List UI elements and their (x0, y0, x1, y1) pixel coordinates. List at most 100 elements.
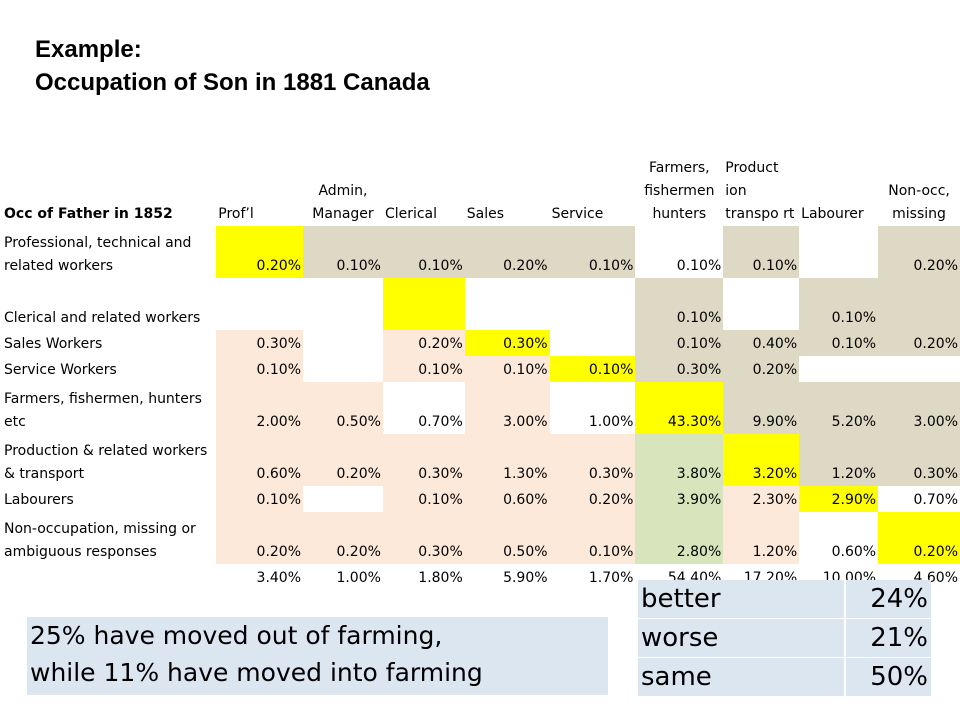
table-cell: 0.10% (549, 512, 636, 564)
table-cell: 0.20% (216, 512, 304, 564)
total-cell: 1.80% (418, 570, 463, 586)
summary-label: same (638, 657, 846, 697)
table-cell: 0.10% (799, 330, 879, 356)
table-cell: 0.10% (549, 356, 636, 382)
table-cell (216, 278, 304, 330)
header-row: Occ of Father in 1852 Prof’l Admin, Manage… (2, 120, 960, 226)
table-row: Non-occupation, missing or ambiguous res… (2, 512, 960, 564)
summary-value: 21% (845, 618, 931, 658)
table-cell (303, 278, 383, 330)
row-label: Clerical and related workers (4, 310, 201, 326)
table-cell: 0.20% (303, 434, 383, 486)
table-cell: 0.20% (878, 330, 960, 356)
table-cell: 0.10% (549, 226, 636, 278)
table-cell: 1.20% (799, 434, 879, 486)
table-cell (878, 278, 960, 330)
table-cell: 1.20% (723, 512, 800, 564)
column-header: Prof’l (218, 206, 254, 222)
table-cell: 0.10% (382, 226, 465, 278)
mobility-table-body: Occ of Father in 1852 Prof’l Admin, Manage… (2, 120, 960, 590)
table-cell: 0.60% (216, 434, 304, 486)
table-cell: 0.10% (723, 226, 800, 278)
table-row: Sales Workers 0.30% 0.20% 0.30% 0.10% 0.40% 0.… (2, 330, 960, 356)
row-label: Non-occupation, missing or ambiguous res… (4, 521, 196, 560)
table-cell: 0.10% (216, 356, 304, 382)
farming-note: 25% have moved out of farming, while 11%… (27, 617, 608, 695)
table-cell: 0.20% (464, 226, 550, 278)
column-header: Sales (466, 206, 505, 222)
table-cell: 0.70% (382, 382, 465, 434)
table-row: Professional, technical and related work… (2, 226, 960, 278)
table-row: Clerical and related workers 0.10% 0.10% (2, 278, 960, 330)
total-cell: 1.70% (588, 570, 634, 586)
table-cell: 0.60% (464, 486, 550, 512)
row-label: Labourers (4, 492, 74, 508)
table-cell: 0.30% (464, 330, 550, 356)
table-cell: 0.20% (878, 512, 960, 564)
table-cell: 0.60% (799, 512, 879, 564)
table-cell: 0.10% (464, 356, 550, 382)
table-cell: 0.10% (382, 356, 465, 382)
table-cell: 3.80% (635, 434, 724, 486)
table-cell: 0.30% (382, 434, 465, 486)
table-cell (799, 356, 879, 382)
table-cell (723, 278, 800, 330)
table-cell: 0.10% (635, 226, 724, 278)
summary-label: worse (638, 618, 846, 658)
summary-value: 24% (845, 580, 931, 619)
column-header: Product ion transpo rt (725, 160, 795, 222)
table-cell (303, 356, 383, 382)
row-label: Sales Workers (4, 336, 103, 352)
table-cell: 2.90% (799, 486, 879, 512)
row-label: Service Workers (4, 362, 117, 378)
table-cell (303, 486, 383, 512)
table-cell: 3.90% (635, 486, 724, 512)
table-cell: 0.10% (303, 226, 383, 278)
title-line-1: Example: (35, 36, 142, 63)
mobility-table: Occ of Father in 1852 Prof’l Admin, Manage… (2, 120, 960, 590)
table-cell: 0.10% (635, 278, 724, 330)
title-line-2: Occupation of Son in 1881 Canada (35, 69, 430, 96)
table-cell: 0.30% (216, 330, 304, 356)
table-cell (549, 330, 636, 356)
table-cell: 2.30% (723, 486, 800, 512)
row-label: Professional, technical and related work… (4, 235, 192, 274)
row-label: Production & related workers & transport (4, 443, 208, 482)
table-row: Production & related workers & transport… (2, 434, 960, 486)
table-cell (464, 278, 550, 330)
summary-label: better (638, 580, 846, 619)
table-cell: 3.00% (878, 382, 960, 434)
totals-label-empty (2, 564, 216, 590)
table-cell (382, 278, 465, 330)
table-cell: 0.30% (878, 434, 960, 486)
column-header: Farmers, fishermen hunters (644, 160, 715, 222)
table-cell: 3.20% (723, 434, 800, 486)
table-cell: 0.30% (635, 356, 724, 382)
summary-table: better 24% worse 21% same 50% (638, 580, 931, 697)
table-cell (799, 226, 879, 278)
table-cell: 9.90% (723, 382, 800, 434)
table-cell: 0.20% (878, 226, 960, 278)
summary-row: worse 21% (638, 618, 931, 658)
farming-note-line-1: 25% have moved out of farming, (30, 621, 443, 650)
summary-row: same 50% (638, 657, 931, 697)
table-cell (549, 278, 636, 330)
table-cell: 0.50% (464, 512, 550, 564)
column-header: Clerical (384, 206, 438, 222)
total-cell: 3.40% (256, 570, 302, 586)
table-cell: 0.20% (382, 330, 465, 356)
column-header: Non-occ, missing (888, 183, 950, 222)
table-cell: 0.40% (723, 330, 800, 356)
total-cell: 1.00% (336, 570, 381, 586)
table-row: Farmers, fishermen, hunters etc 2.00% 0.50… (2, 382, 960, 434)
table-cell (303, 330, 383, 356)
table-cell: 0.50% (303, 382, 383, 434)
table-cell: 0.10% (216, 486, 304, 512)
table-cell: 2.80% (635, 512, 724, 564)
summary-value: 50% (845, 657, 931, 697)
table-cell: 0.20% (303, 512, 383, 564)
table-cell: 3.00% (464, 382, 550, 434)
row-header-label: Occ of Father in 1852 (4, 206, 173, 222)
total-cell: 5.90% (503, 570, 548, 586)
table-cell: 0.70% (878, 486, 960, 512)
